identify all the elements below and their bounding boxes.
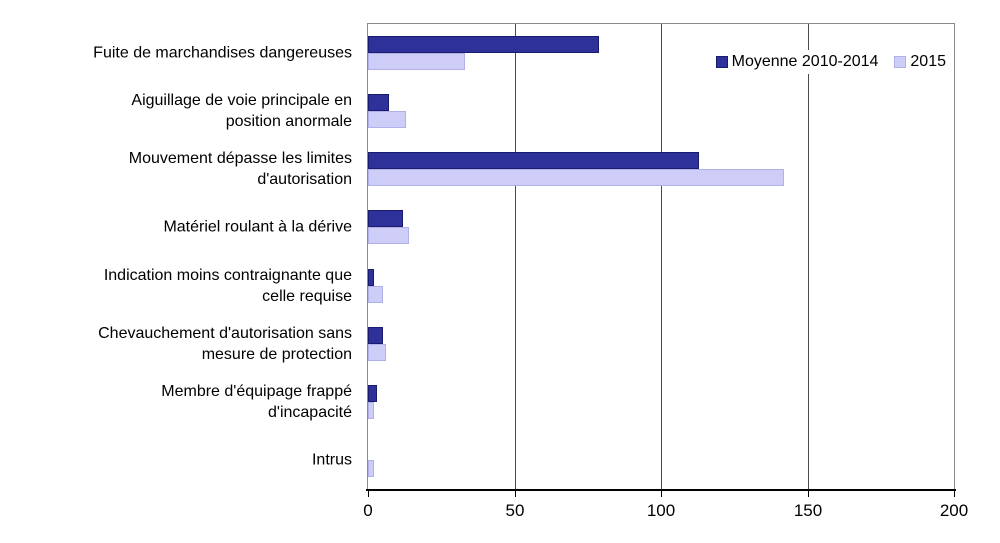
- x-axis-line: [366, 489, 956, 491]
- bar-2015-4: [368, 286, 383, 303]
- y-axis-category-label-6: Membre d'équipage frappé d'incapacité: [161, 382, 352, 421]
- legend: Moyenne 2010-2014 2015: [711, 50, 950, 74]
- x-axis-tick-label-0: 0: [363, 501, 373, 520]
- legend-label-2015: 2015: [910, 53, 946, 70]
- legend-label-moyenne: Moyenne 2010-2014: [731, 53, 879, 70]
- bar-2015-6: [368, 402, 374, 419]
- y-axis-category-label-5: Chevauchement d'autorisation sans mesure…: [98, 324, 352, 363]
- gridline-150: [808, 24, 809, 489]
- bar-moyenne-2010-2014-3: [368, 210, 403, 227]
- y-axis-category-label-4: Indication moins contraignante que celle…: [103, 266, 352, 305]
- y-axis-category-label-7: Intrus: [311, 451, 352, 469]
- bar-moyenne-2010-2014-4: [368, 269, 374, 286]
- x-axis-tick-label-200: 200: [939, 501, 969, 520]
- gridline-50: [515, 24, 516, 489]
- legend-swatch-moyenne-icon: [715, 56, 728, 68]
- x-axis-tick-label-100: 100: [646, 501, 676, 520]
- bar-2015-5: [368, 344, 386, 361]
- x-axis-tick-100: [661, 491, 662, 497]
- x-axis-tick-150: [808, 491, 809, 497]
- bar-moyenne-2010-2014-6: [368, 385, 377, 402]
- bar-2015-2: [368, 169, 784, 186]
- y-axis-category-label-0: Fuite de marchandises dangereuses: [93, 44, 352, 62]
- bar-moyenne-2010-2014-5: [368, 327, 383, 344]
- legend-item-2015: 2015: [894, 53, 946, 71]
- bar-2015-1: [368, 111, 406, 128]
- legend-item-moyenne: Moyenne 2010-2014: [715, 53, 879, 71]
- bar-2015-7: [368, 460, 374, 477]
- x-axis-tick-label-150: 150: [793, 501, 823, 520]
- y-axis-category-label-2: Mouvement dépasse les limites d'autorisa…: [128, 149, 352, 188]
- plot-area: Moyenne 2010-2014 2015: [367, 23, 955, 490]
- bar-moyenne-2010-2014-2: [368, 152, 699, 169]
- bar-2015-0: [368, 53, 465, 70]
- x-axis-tick-0: [368, 491, 369, 497]
- bar-2015-3: [368, 227, 409, 244]
- bar-moyenne-2010-2014-0: [368, 36, 599, 53]
- bar-moyenne-2010-2014-1: [368, 94, 389, 111]
- legend-swatch-2015-icon: [894, 56, 907, 68]
- x-axis-tick-200: [954, 491, 955, 497]
- x-axis-tick-label-50: 50: [505, 501, 525, 520]
- gridline-100: [661, 24, 662, 489]
- y-axis-category-label-1: Aiguillage de voie principale en positio…: [131, 91, 352, 130]
- y-axis-category-label-3: Matériel roulant à la dérive: [163, 218, 352, 236]
- x-axis-tick-50: [515, 491, 516, 497]
